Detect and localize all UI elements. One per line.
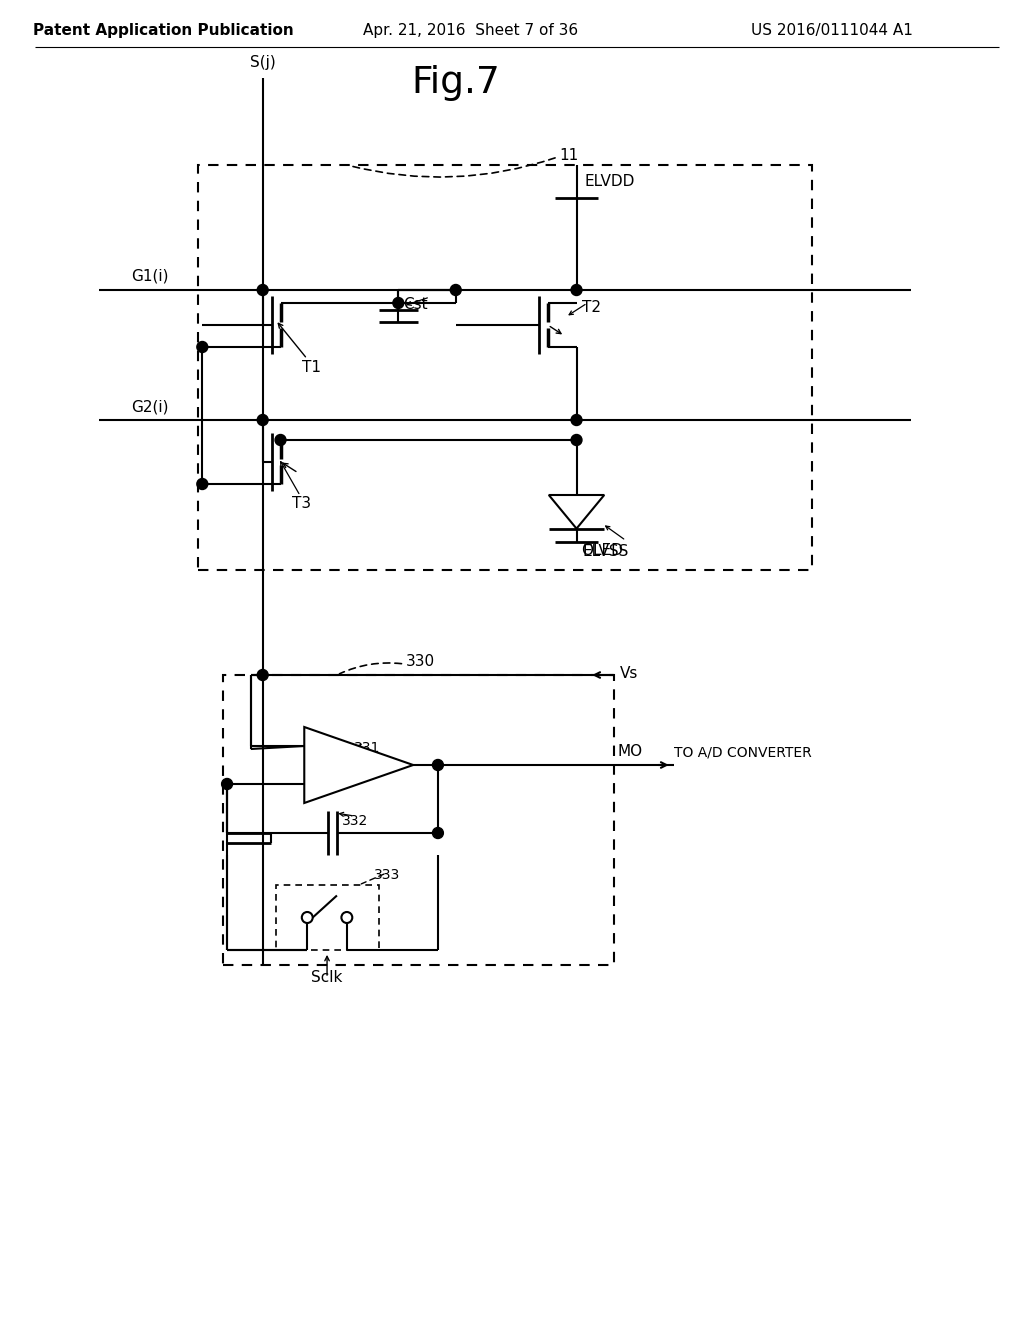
Circle shape [197,342,208,352]
Circle shape [257,285,268,296]
Text: Vs: Vs [621,665,638,681]
Text: TO A/D CONVERTER: TO A/D CONVERTER [674,744,811,759]
Circle shape [275,434,286,445]
Bar [199,165,812,570]
Text: T2: T2 [583,300,601,314]
Text: US 2016/0111044 A1: US 2016/0111044 A1 [751,22,912,38]
Text: Cst: Cst [403,297,428,312]
Text: T1: T1 [302,359,322,375]
Text: ELVSS: ELVSS [583,544,629,560]
Text: S(j): S(j) [250,55,275,70]
Text: MO: MO [617,744,642,759]
Text: 330: 330 [407,655,435,669]
Circle shape [571,414,582,425]
Circle shape [393,297,403,309]
Text: 331: 331 [353,741,380,755]
Text: 333: 333 [374,869,399,882]
Circle shape [432,828,443,838]
Bar [223,675,614,965]
Text: G2(i): G2(i) [131,399,169,414]
Text: Fig.7: Fig.7 [412,65,500,102]
Text: Patent Application Publication: Patent Application Publication [34,22,294,38]
Polygon shape [304,727,413,803]
Bar [275,884,379,950]
Text: +: + [308,739,319,752]
Circle shape [432,759,443,771]
Circle shape [221,779,232,789]
Text: −: − [308,777,319,791]
Text: 332: 332 [342,814,369,828]
Text: OLED: OLED [582,543,624,558]
Text: 11: 11 [560,148,579,162]
Circle shape [257,669,268,681]
Circle shape [257,414,268,425]
Circle shape [451,285,461,296]
Text: ELVDD: ELVDD [585,174,635,190]
Text: T3: T3 [293,496,311,511]
Circle shape [571,434,582,445]
Circle shape [197,479,208,490]
Circle shape [571,285,582,296]
Polygon shape [549,495,604,528]
Text: Apr. 21, 2016  Sheet 7 of 36: Apr. 21, 2016 Sheet 7 of 36 [364,22,579,38]
Text: Sclk: Sclk [311,970,343,985]
Text: G1(i): G1(i) [131,269,169,284]
